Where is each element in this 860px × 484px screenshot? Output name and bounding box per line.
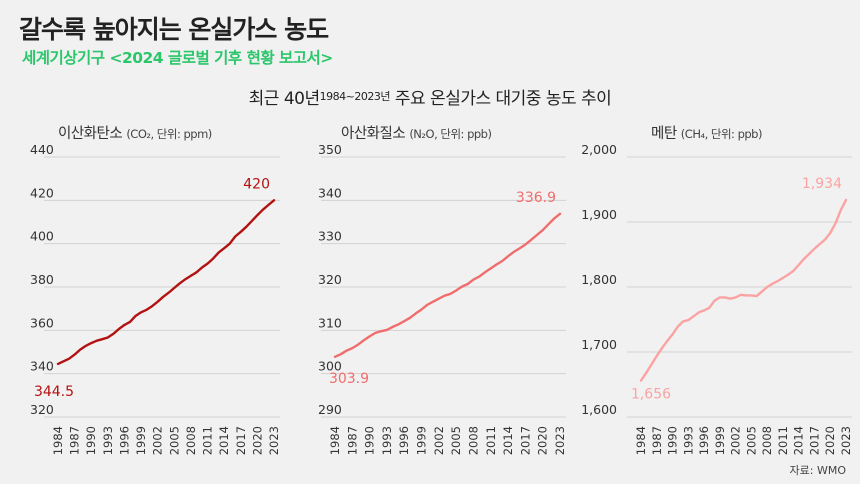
n2o-xtick-label: 2002	[432, 426, 446, 455]
n2o-xtick-label: 1990	[363, 426, 377, 455]
chart-title: 갈수록 높아지는 온실가스 농도	[19, 15, 329, 44]
co2-ytick-label: 420	[30, 185, 54, 200]
ch4-xtick-label: 2017	[807, 426, 821, 455]
n2o-xtick-label: 2017	[518, 426, 532, 455]
n2o-ytick-label: 300	[318, 359, 342, 374]
ch4-panel-title: 메탄 (CH₄, 단위: ppb)	[651, 122, 762, 143]
n2o-xtick-label: 1984	[328, 426, 342, 455]
ch4-xtick-label: 2023	[839, 426, 853, 455]
co2-panel-title: 이산화탄소 (CO₂, 단위: ppm)	[58, 122, 212, 143]
co2-series-line	[56, 199, 276, 366]
n2o-xtick-label: 2014	[501, 426, 515, 455]
source-note: 자료: WMO	[789, 464, 846, 477]
co2-xtick-label: 1999	[134, 426, 148, 455]
ch4-ytick-label: 2,000	[581, 142, 617, 157]
heading-years: 1984~2023년	[319, 90, 391, 103]
n2o-xtick-label: 1999	[415, 426, 429, 455]
ch4-name: 메탄	[651, 126, 677, 142]
co2-ytick-label: 380	[30, 272, 54, 287]
ch4-unit: (CH₄, 단위: ppb)	[680, 127, 763, 141]
ch4-ytick-label: 1,700	[581, 337, 617, 352]
co2-xtick-label: 1996	[117, 426, 131, 455]
n2o-xtick-label: 1993	[380, 426, 394, 455]
ch4-xtick-label: 1996	[697, 426, 711, 455]
co2-xtick-label: 2014	[217, 426, 231, 455]
n2o-xtick-label: 2011	[484, 426, 498, 455]
co2-xtick-label: 1984	[51, 426, 65, 455]
n2o-ytick-label: 350	[318, 142, 342, 157]
co2-xtick-label: 2023	[267, 426, 281, 455]
ch4-xtick-label: 2005	[744, 426, 758, 455]
n2o-xtick-label: 2020	[536, 426, 550, 455]
co2-ytick-label: 440	[30, 142, 54, 157]
ch4-xtick-label: 2008	[760, 426, 774, 455]
ch4-xtick-label: 1984	[634, 426, 648, 455]
ch4-ytick-label: 1,800	[581, 272, 617, 287]
ch4-xtick-label: 1993	[681, 426, 695, 455]
ch4-xtick-label: 2020	[823, 426, 837, 455]
co2-xtick-label: 1990	[84, 426, 98, 455]
ch4-start-value-label: 1,656	[631, 387, 671, 403]
co2-end-value-label: 420	[243, 176, 270, 192]
ch4-xtick-label: 2002	[729, 426, 743, 455]
co2-xtick-label: 1987	[68, 426, 82, 455]
ch4-end-value-label: 1,934	[802, 176, 842, 192]
co2-xtick-label: 2017	[234, 426, 248, 455]
ch4-ytick-label: 1,900	[581, 207, 617, 222]
co2-ytick-label: 340	[30, 359, 54, 374]
ch4-xtick-label: 2011	[776, 426, 790, 455]
ch4-xtick-label: 1990	[666, 426, 680, 455]
ch4-xtick-label: 1999	[713, 426, 727, 455]
n2o-ytick-label: 330	[318, 229, 342, 244]
chart-subtitle: 세계기상기구 <2024 글로벌 기후 현황 보고서>	[22, 49, 333, 67]
heading-rest: 주요 온실가스 대기중 농도 추이	[389, 89, 612, 109]
co2-xtick-label: 2002	[151, 426, 165, 455]
n2o-name: 아산화질소	[341, 126, 406, 142]
co2-xtick-label: 2005	[167, 426, 181, 455]
co2-xtick-label: 2011	[201, 426, 215, 455]
ch4-series-line	[639, 198, 848, 382]
n2o-xtick-label: 1987	[345, 426, 359, 455]
n2o-panel-title: 아산화질소 (N₂O, 단위: ppb)	[341, 122, 492, 143]
n2o-xtick-label: 1996	[397, 426, 411, 455]
ch4-ytick-label: 1,600	[581, 402, 617, 417]
co2-name: 이산화탄소	[58, 126, 123, 142]
n2o-unit: (N₂O, 단위: ppb)	[409, 127, 492, 141]
n2o-xtick-label: 2008	[466, 426, 480, 455]
n2o-series-line	[333, 212, 562, 358]
co2-xtick-label: 2008	[184, 426, 198, 455]
co2-unit: (CO₂, 단위: ppm)	[126, 127, 212, 141]
n2o-end-value-label: 336.9	[516, 190, 556, 206]
n2o-xtick-label: 2005	[449, 426, 463, 455]
n2o-xtick-label: 2023	[553, 426, 567, 455]
co2-start-value-label: 344.5	[34, 384, 74, 400]
n2o-start-value-label: 303.9	[329, 371, 369, 387]
n2o-ytick-label: 340	[318, 185, 342, 200]
ch4-xtick-label: 2014	[792, 426, 806, 455]
ch4-xtick-label: 1987	[650, 426, 664, 455]
n2o-ytick-label: 320	[318, 272, 342, 287]
heading-main: 최근 40년	[248, 89, 320, 109]
co2-xtick-label: 1993	[101, 426, 115, 455]
period-heading: 최근 40년1984~2023년 주요 온실가스 대기중 농도 추이	[0, 84, 860, 109]
co2-ytick-label: 320	[30, 402, 54, 417]
co2-xtick-label: 2020	[250, 426, 264, 455]
n2o-ytick-label: 310	[318, 315, 342, 330]
n2o-ytick-label: 290	[318, 402, 342, 417]
co2-ytick-label: 360	[30, 315, 54, 330]
co2-ytick-label: 400	[30, 229, 54, 244]
